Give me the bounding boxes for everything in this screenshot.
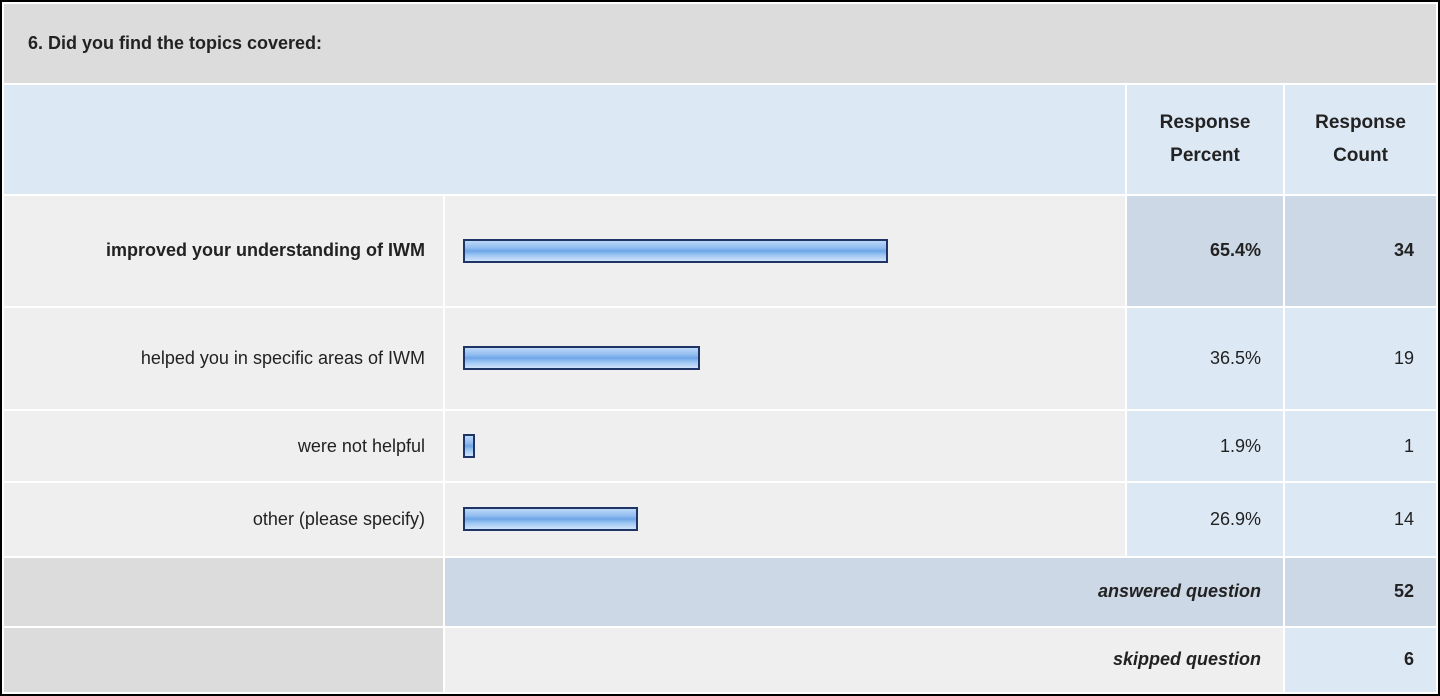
answered-row: answered question 52 bbox=[2, 555, 1438, 628]
response-count: 19 bbox=[1283, 305, 1438, 411]
bar-cell bbox=[443, 408, 1127, 484]
bar-cell bbox=[443, 194, 1127, 308]
bar bbox=[463, 238, 889, 263]
response-count: 34 bbox=[1283, 194, 1438, 308]
answer-row: helped you in specific areas of IWM 36.5%… bbox=[2, 305, 1438, 411]
response-percent: 1.9% bbox=[1125, 408, 1285, 484]
answer-row: were not helpful 1.9% 1 bbox=[2, 408, 1438, 484]
answered-label: answered question bbox=[443, 555, 1285, 628]
bar-cell bbox=[443, 305, 1127, 411]
answer-label: were not helpful bbox=[2, 408, 445, 484]
response-percent: 65.4% bbox=[1125, 194, 1285, 308]
answer-label: other (please specify) bbox=[2, 481, 445, 558]
answer-row: improved your understanding of IWM 65.4% 3… bbox=[2, 194, 1438, 308]
answer-label: helped you in specific areas of IWM bbox=[2, 305, 445, 411]
column-header: Response Percent bbox=[1125, 82, 1285, 197]
question-title: 6. Did you find the topics covered: bbox=[2, 2, 1438, 85]
header-blank bbox=[2, 82, 1127, 197]
footer-blank bbox=[2, 625, 445, 695]
skipped-row: skipped question 6 bbox=[2, 625, 1438, 695]
response-percent: 26.9% bbox=[1125, 481, 1285, 558]
answered-count: 52 bbox=[1283, 555, 1438, 628]
footer-blank bbox=[2, 555, 445, 628]
response-count: 1 bbox=[1283, 408, 1438, 484]
skipped-label: skipped question bbox=[443, 625, 1285, 695]
response-percent: 36.5% bbox=[1125, 305, 1285, 411]
column-header: Response Count bbox=[1283, 82, 1438, 197]
bar bbox=[463, 507, 638, 532]
answer-row: other (please specify) 26.9% 14 bbox=[2, 481, 1438, 558]
bar bbox=[463, 346, 701, 371]
bar-cell bbox=[443, 481, 1127, 558]
bar bbox=[463, 434, 476, 459]
response-count: 14 bbox=[1283, 481, 1438, 558]
answer-label: improved your understanding of IWM bbox=[2, 194, 445, 308]
skipped-count: 6 bbox=[1283, 625, 1438, 695]
